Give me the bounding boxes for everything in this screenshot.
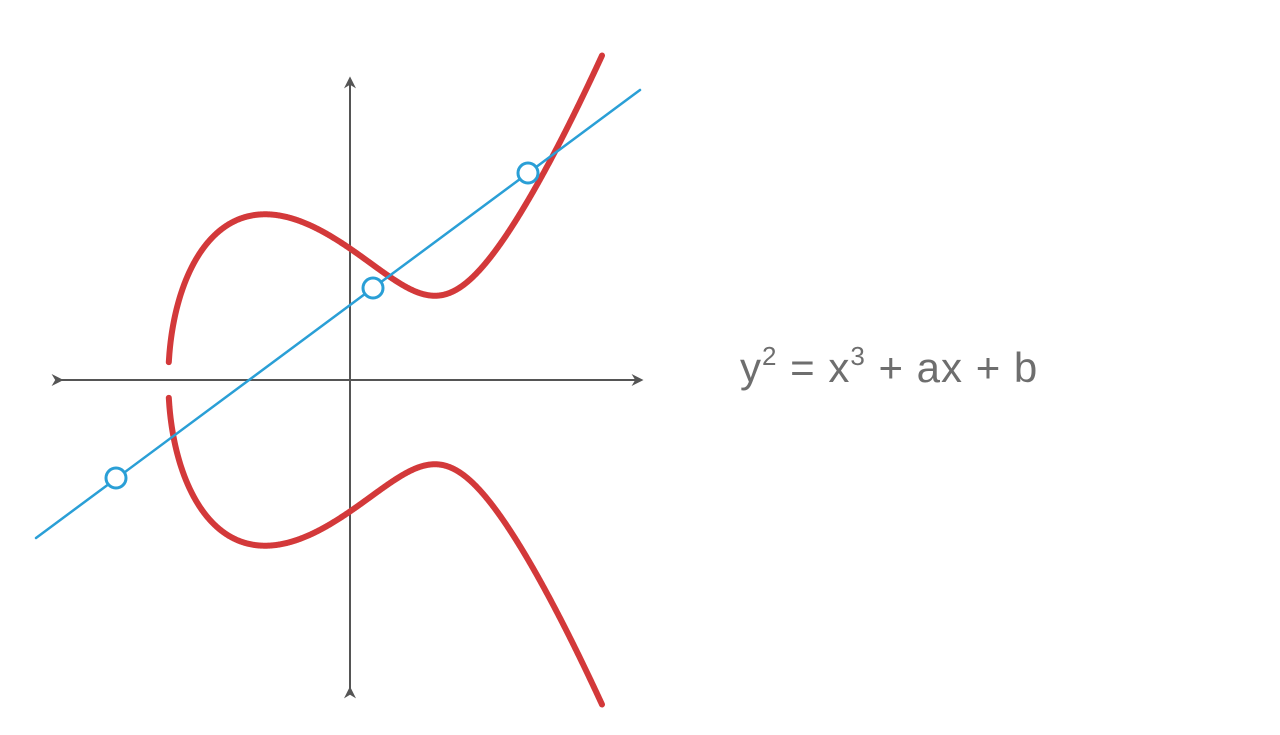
elliptic-curve-diagram — [0, 0, 680, 735]
eq-y: y — [740, 344, 762, 391]
eq-ax: + a — [866, 344, 941, 391]
intersection-point-2 — [518, 163, 538, 183]
secant-line — [36, 90, 640, 538]
eq-sq: 2 — [762, 341, 777, 371]
eq-b: + b — [963, 344, 1038, 391]
eq-xx: x — [941, 344, 963, 391]
curve-lower — [169, 398, 602, 705]
intersection-point-1 — [363, 278, 383, 298]
eq-x: x — [828, 344, 850, 391]
plot-svg — [0, 0, 680, 735]
eq-cb: 3 — [850, 341, 865, 371]
equation-text: y2 = x3 + ax + b — [740, 343, 1038, 392]
curve-upper — [169, 56, 602, 363]
intersection-point-0 — [106, 468, 126, 488]
eq-eq: = — [777, 344, 828, 391]
equation-panel: y2 = x3 + ax + b — [680, 343, 1280, 392]
